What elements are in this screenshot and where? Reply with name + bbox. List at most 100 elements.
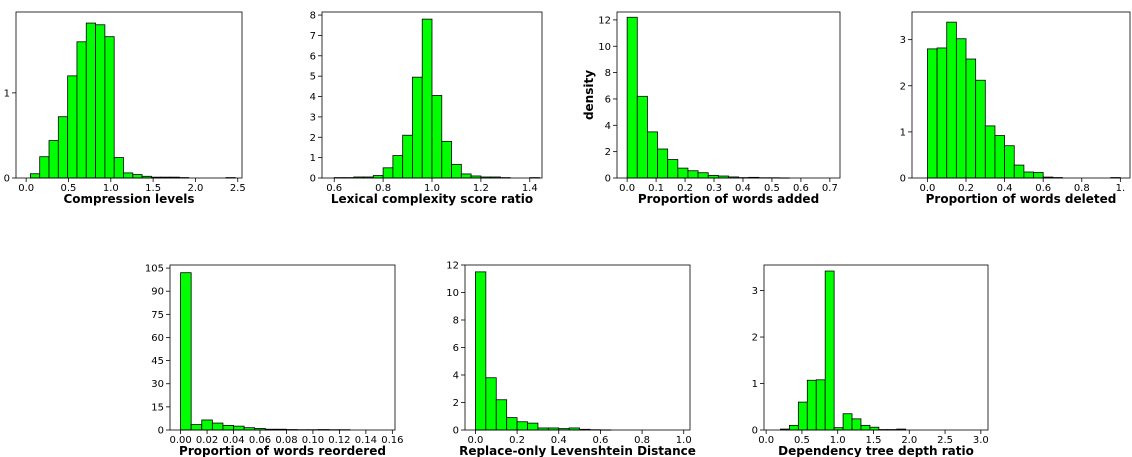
histogram-bar: [657, 148, 669, 179]
histogram-bar: [57, 116, 69, 179]
y-tick-label: 0: [453, 426, 459, 437]
x-tick-label: 3.0: [973, 435, 989, 446]
x-tick-label: 2.0: [187, 183, 203, 194]
y-tick-label: 105: [145, 264, 164, 275]
histogram-bar: [927, 48, 938, 179]
histogram-panel: 0.0 0.1 0.2 0.3 0.4 0.5 0.6 0.7 0 2 4 6 8 10 12 Proport…: [582, 11, 841, 206]
plot-frame: [911, 11, 1131, 179]
y-tick-label: 30: [151, 379, 164, 390]
x-tick-label: 0.5: [61, 183, 77, 194]
histogram-bar: [946, 21, 957, 179]
x-tick-label: 0.8: [375, 183, 391, 194]
y-tick-label: 1: [900, 127, 906, 138]
x-tick-label: 0.08: [275, 435, 297, 446]
y-tick-label: 3: [900, 35, 906, 46]
histogram-bar: [48, 140, 59, 179]
histogram-bar: [697, 172, 709, 179]
y-tick-label: 10: [446, 288, 459, 299]
histogram-bar: [824, 270, 835, 431]
histogram-bar: [39, 156, 50, 179]
y-tick-label: 8: [605, 68, 611, 79]
x-tick-label: 1.0: [103, 183, 119, 194]
y-tick-label: 1: [752, 379, 758, 390]
histogram-bar: [677, 167, 689, 179]
y-tick-label: 5: [310, 72, 316, 83]
histogram-bar: [113, 157, 124, 179]
histogram-bar: [806, 379, 817, 431]
y-tick-label: 3: [310, 112, 316, 123]
histogram-bar: [460, 173, 472, 179]
x-tick-label: 0.4: [551, 435, 567, 446]
x-tick-label: 0.3: [706, 183, 722, 194]
x-tick-label: 0.0: [619, 183, 635, 194]
histogram-bar: [1033, 172, 1044, 179]
x-tick-label: 1.2: [473, 183, 489, 194]
histogram-bar: [402, 134, 413, 179]
histogram-bar: [421, 18, 433, 179]
histogram-bar: [687, 170, 699, 179]
histogram-panel: 0.6 0.8 1.0 1.2 1.4 0 1 2 3 4 5 6 7 8 Lexical complexi…: [310, 11, 543, 206]
y-tick-label: 2: [453, 398, 459, 409]
histogram-bar: [441, 140, 452, 179]
histogram-panel: 0.0 0.2 0.4 0.6 0.8 1.0 0 2 4 6 8 10 12 Replace-only …: [446, 261, 696, 457]
y-tick-label: 8: [453, 316, 459, 327]
histogram-bar: [869, 426, 880, 431]
x-tick-label: 1.4: [522, 183, 538, 194]
x-tick-label: 0.0: [18, 183, 34, 194]
histogram-bar: [233, 425, 245, 431]
y-tick-label: 0: [310, 174, 316, 185]
histogram-bar: [201, 419, 213, 431]
histogram-bar: [506, 417, 518, 431]
y-tick-label: 2: [900, 81, 906, 92]
x-tick-label: 0.0: [758, 435, 774, 446]
histogram-bar: [984, 125, 996, 179]
plot-frame: [616, 11, 841, 179]
histogram-bar: [123, 172, 134, 179]
y-tick-label: 0: [4, 174, 10, 185]
y-tick-label: 2: [605, 147, 611, 158]
x-tick-label: 0.0: [467, 435, 483, 446]
y-tick-label: 2: [310, 133, 316, 144]
x-axis-title: Proportion of words added: [638, 192, 819, 206]
y-tick-label: 1: [310, 153, 316, 164]
x-tick-label: 0.02: [196, 435, 218, 446]
histogram-bar: [789, 424, 799, 431]
y-axis-title: density: [582, 70, 596, 120]
histogram-bar: [475, 271, 487, 431]
histogram-bar: [29, 173, 41, 179]
y-tick-label: 12: [598, 15, 611, 26]
histogram-bar: [516, 421, 528, 431]
x-tick-label: 0.06: [249, 435, 271, 446]
histogram-bar: [667, 159, 679, 179]
x-tick-label: 0.4: [735, 183, 751, 194]
x-tick-label: 2.5: [230, 183, 246, 194]
x-tick-label: 0.1: [648, 183, 664, 194]
x-tick-label: 0.04: [222, 435, 244, 446]
histogram-bar: [842, 413, 853, 431]
x-tick-label: 0.6: [1035, 183, 1051, 194]
histogram-bar: [936, 47, 948, 179]
histogram-panel: 0.0 0.2 0.4 0.6 0.8 1. 0 1 2 3 Proportion of words…: [900, 11, 1131, 206]
histogram-bar: [851, 418, 862, 431]
x-axis-title: Lexical complexity score ratio: [331, 192, 533, 206]
x-tick-label: 1.0: [830, 435, 846, 446]
x-tick-label: 0.16: [381, 435, 403, 446]
y-tick-label: 0: [900, 174, 906, 185]
histogram-bar: [815, 379, 826, 431]
x-tick-label: 0.10: [302, 435, 324, 446]
histogram-bar: [797, 401, 808, 431]
y-tick-label: 1: [4, 88, 10, 99]
y-tick-label: 15: [151, 402, 164, 413]
x-tick-label: 0.6: [793, 183, 809, 194]
histogram-panel: 0.00 0.02 0.04 0.06 0.08 0.10 0.12 0.14 0.16 0 15 3…: [145, 264, 404, 457]
x-tick-label: 1.0: [424, 183, 440, 194]
plot-frame: [15, 11, 243, 179]
y-tick-label: 7: [310, 31, 316, 42]
histogram-bar: [190, 424, 203, 431]
y-tick-label: 10: [598, 42, 611, 53]
histogram-bar: [211, 422, 224, 431]
x-tick-label: 0.2: [958, 183, 974, 194]
histogram-bar: [965, 58, 977, 179]
x-axis-title: Proportion of words reordered: [179, 444, 386, 457]
